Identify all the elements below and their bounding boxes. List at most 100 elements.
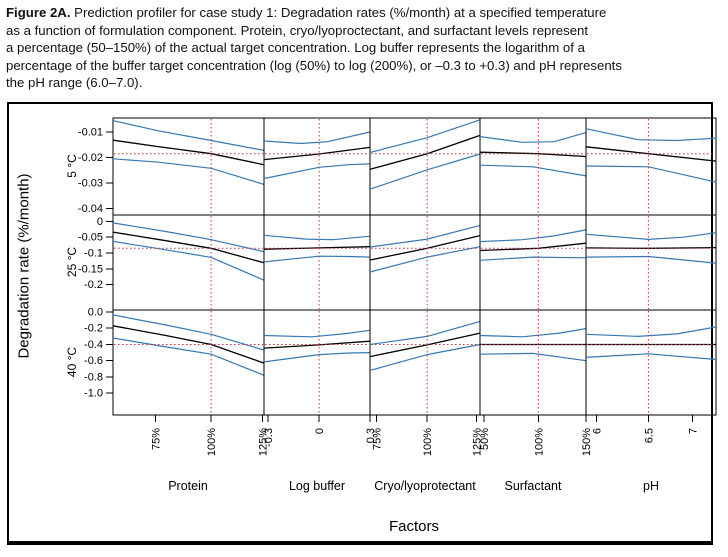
panel-border — [112, 117, 265, 216]
lower-confidence-curve — [479, 352, 587, 362]
upper-confidence-curve — [112, 222, 265, 253]
x-axis-protein: 75% 100% 125% — [150, 415, 269, 456]
x-tick-label: 6 — [591, 428, 603, 434]
column-label-cryo: Cryo/lyoprotectant — [374, 479, 476, 493]
x-tick-label: 7 — [688, 428, 700, 434]
prediction-curve — [263, 340, 371, 349]
x-tick-label: 100% — [422, 428, 434, 456]
lower-confidence-curve — [479, 164, 587, 177]
prediction-curve — [112, 325, 265, 364]
column-label-protein: Protein — [168, 479, 208, 493]
y-tick-label: -0.03 — [78, 178, 103, 190]
figure-caption-label: Figure 2A. — [6, 5, 71, 20]
upper-confidence-curve — [369, 119, 481, 154]
y-tick-label: -0.04 — [78, 203, 103, 215]
panel-row1-surfactant — [479, 214, 587, 311]
prediction-curve — [479, 151, 587, 158]
prediction-curve — [479, 242, 587, 252]
upper-confidence-curve — [263, 131, 371, 145]
panel-row2-log-buffer — [263, 309, 371, 416]
lower-confidence-curve — [585, 353, 717, 361]
y-tick-label: -0.4 — [84, 339, 103, 351]
x-tick-label: -0.3 — [263, 428, 275, 447]
lower-confidence-curve — [112, 158, 265, 185]
y-tick-label: -0.6 — [84, 355, 103, 367]
prediction-curve — [112, 231, 265, 264]
y-tick-label: -0.15 — [78, 263, 103, 275]
panel-border — [479, 214, 587, 311]
y-tick-label: -0.1 — [84, 248, 103, 260]
lower-confidence-curve — [263, 352, 371, 363]
row-label-25c: 25 °C — [65, 246, 79, 278]
upper-confidence-curve — [585, 128, 717, 142]
lower-confidence-curve — [585, 255, 717, 264]
upper-confidence-curve — [369, 320, 481, 346]
lower-confidence-curve — [479, 256, 587, 261]
panel-row0-ph — [585, 117, 717, 216]
panel-border — [263, 117, 371, 216]
row-label-40c: 40 °C — [65, 346, 79, 378]
x-tick-label: 125% — [257, 428, 269, 456]
panel-row0-surfactant — [479, 117, 587, 216]
y-tick-label: 0.0 — [88, 307, 103, 319]
panel-border — [263, 214, 371, 311]
x-axis-cryo-lyoprotectant: 75% 100% 125% — [372, 415, 484, 456]
panel-row1-ph — [585, 214, 717, 311]
upper-confidence-curve — [585, 326, 717, 338]
y-tick-label: -0.2 — [84, 279, 103, 291]
panel-row2-protein — [112, 309, 265, 416]
panel-row1-log-buffer — [263, 214, 371, 311]
x-axis-ph: 6 6.5 7 — [591, 415, 700, 443]
panel-border — [263, 309, 371, 416]
upper-confidence-curve — [479, 132, 587, 143]
figure-frame — [7, 102, 713, 545]
panel-border — [479, 309, 587, 416]
row-label-5c: 5 °C — [65, 154, 79, 178]
x-axis-title: Factors — [388, 518, 440, 535]
x-tick-label: 0 — [314, 428, 326, 434]
lower-confidence-curve — [369, 153, 481, 190]
upper-confidence-curve — [112, 314, 265, 351]
prediction-curve — [263, 246, 371, 250]
y-tick-label: -0.02 — [78, 152, 103, 164]
panel-row2-cryo-lyoprotectant — [369, 309, 481, 416]
x-tick-label: 100% — [533, 428, 545, 456]
panel-border — [585, 309, 717, 416]
x-tick-label: 150% — [581, 428, 593, 456]
upper-confidence-curve — [369, 224, 481, 248]
upper-confidence-curve — [479, 328, 587, 338]
column-label-ph: pH — [643, 479, 659, 493]
y-tick-label: -1.0 — [84, 388, 103, 400]
y-axis-title: Degradation rate (%/month) — [15, 173, 33, 359]
panel-border — [585, 214, 717, 311]
upper-confidence-curve — [112, 120, 265, 151]
y-tick-label: -0.05 — [78, 232, 103, 244]
x-tick-label: 75% — [150, 428, 162, 450]
panel-row0-cryo-lyoprotectant — [369, 117, 481, 216]
panel-row1-cryo-lyoprotectant — [369, 214, 481, 311]
lower-confidence-curve — [263, 163, 371, 180]
y-tick-label: -0.2 — [84, 323, 103, 335]
y-tick-label: -0.01 — [78, 127, 103, 139]
figure-caption: Figure 2A. Prediction profiler for case … — [6, 4, 722, 92]
lower-confidence-curve — [263, 255, 371, 263]
prediction-curve — [112, 139, 265, 166]
y-axis-row-2: 0.0 -0.2 -0.4 -0.6 -0.8 -1.0 — [84, 307, 113, 400]
y-tick-label: -0.8 — [84, 371, 103, 383]
panel-row2-surfactant — [479, 309, 587, 416]
upper-confidence-curve — [479, 229, 587, 243]
panel-border — [112, 214, 265, 311]
y-axis-row-0: -0.01 -0.02 -0.03 -0.04 — [78, 127, 113, 215]
prediction-curve — [369, 134, 481, 170]
x-axis-surfactant: 50% 100% 150% — [479, 415, 593, 456]
x-tick-label: 50% — [479, 428, 491, 450]
x-tick-label: 75% — [372, 428, 384, 450]
panel-row0-protein — [112, 117, 265, 216]
x-tick-label: 0.3 — [365, 428, 377, 443]
y-tick-label: 0 — [97, 216, 103, 228]
panel-border — [112, 309, 265, 416]
upper-confidence-curve — [263, 234, 371, 241]
x-tick-label: 125% — [472, 428, 484, 456]
